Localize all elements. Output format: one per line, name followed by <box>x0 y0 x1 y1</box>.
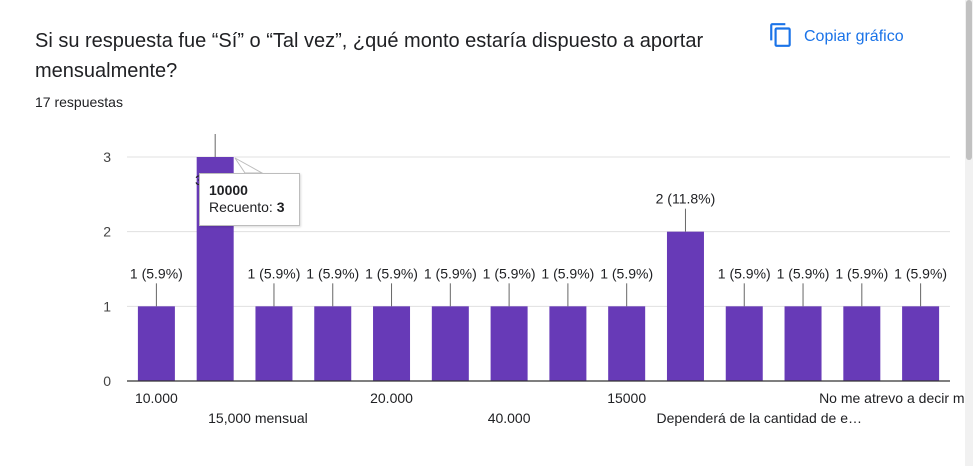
bar[interactable] <box>843 306 881 381</box>
x-tick-label: 15,000 mensual <box>208 410 308 426</box>
tooltip-label: Recuento: <box>209 199 273 215</box>
bar[interactable] <box>431 306 469 381</box>
tooltip-title: 10000 <box>209 182 248 198</box>
y-tick-label: 1 <box>103 298 111 314</box>
x-tick-label: No me atrevo a decir m… <box>819 390 973 406</box>
bar[interactable] <box>784 306 822 381</box>
bar[interactable] <box>549 306 587 381</box>
x-tick-label: 20.000 <box>370 390 413 406</box>
data-label: 1 (5.9%) <box>306 265 359 281</box>
y-tick-label: 0 <box>103 373 111 389</box>
bar[interactable] <box>902 306 940 381</box>
data-label: 1 (5.9%) <box>248 265 301 281</box>
copy-icon <box>768 22 794 53</box>
data-label: 1 (5.9%) <box>541 265 594 281</box>
bar[interactable] <box>255 306 293 381</box>
bar[interactable] <box>666 231 704 381</box>
bar[interactable] <box>373 306 411 381</box>
data-label: 1 (5.9%) <box>365 265 418 281</box>
data-label: 1 (5.9%) <box>718 265 771 281</box>
bar[interactable] <box>608 306 646 381</box>
tooltip-value: 3 <box>276 199 285 215</box>
data-label: 1 (5.9%) <box>600 265 653 281</box>
copy-chart-button[interactable]: Copiar gráfico <box>768 20 904 54</box>
question-title: Si su respuesta fue “Sí” o “Tal vez”, ¿q… <box>35 30 704 82</box>
x-tick-label: 10.000 <box>135 390 178 406</box>
data-label: 2 (11.8%) <box>656 191 716 207</box>
tooltip-pointer <box>234 157 264 174</box>
bar[interactable] <box>137 306 175 381</box>
scrollbar[interactable] <box>965 0 973 466</box>
x-tick-label: 15000 <box>607 390 646 406</box>
bar[interactable] <box>490 306 528 381</box>
bar[interactable] <box>314 306 352 381</box>
y-tick-label: 3 <box>103 149 111 165</box>
x-tick-label: Dependerá de la cantidad de e… <box>657 410 862 426</box>
data-label: 1 (5.9%) <box>894 265 947 281</box>
data-label: 1 (5.9%) <box>424 265 477 281</box>
scrollbar-thumb[interactable] <box>966 0 972 160</box>
y-tick-label: 2 <box>103 224 111 240</box>
response-count: 17 respuestas <box>35 94 123 110</box>
data-label: 1 (5.9%) <box>835 265 888 281</box>
chart-tooltip: 10000 Recuento: 3 <box>199 173 300 226</box>
bar[interactable] <box>725 306 763 381</box>
data-label: 1 (5.9%) <box>483 265 536 281</box>
data-label: 1 (5.9%) <box>777 265 830 281</box>
x-tick-label: 40.000 <box>488 410 531 426</box>
copy-chart-label: Copiar gráfico <box>804 28 904 45</box>
data-label: 1 (5.9%) <box>130 265 183 281</box>
